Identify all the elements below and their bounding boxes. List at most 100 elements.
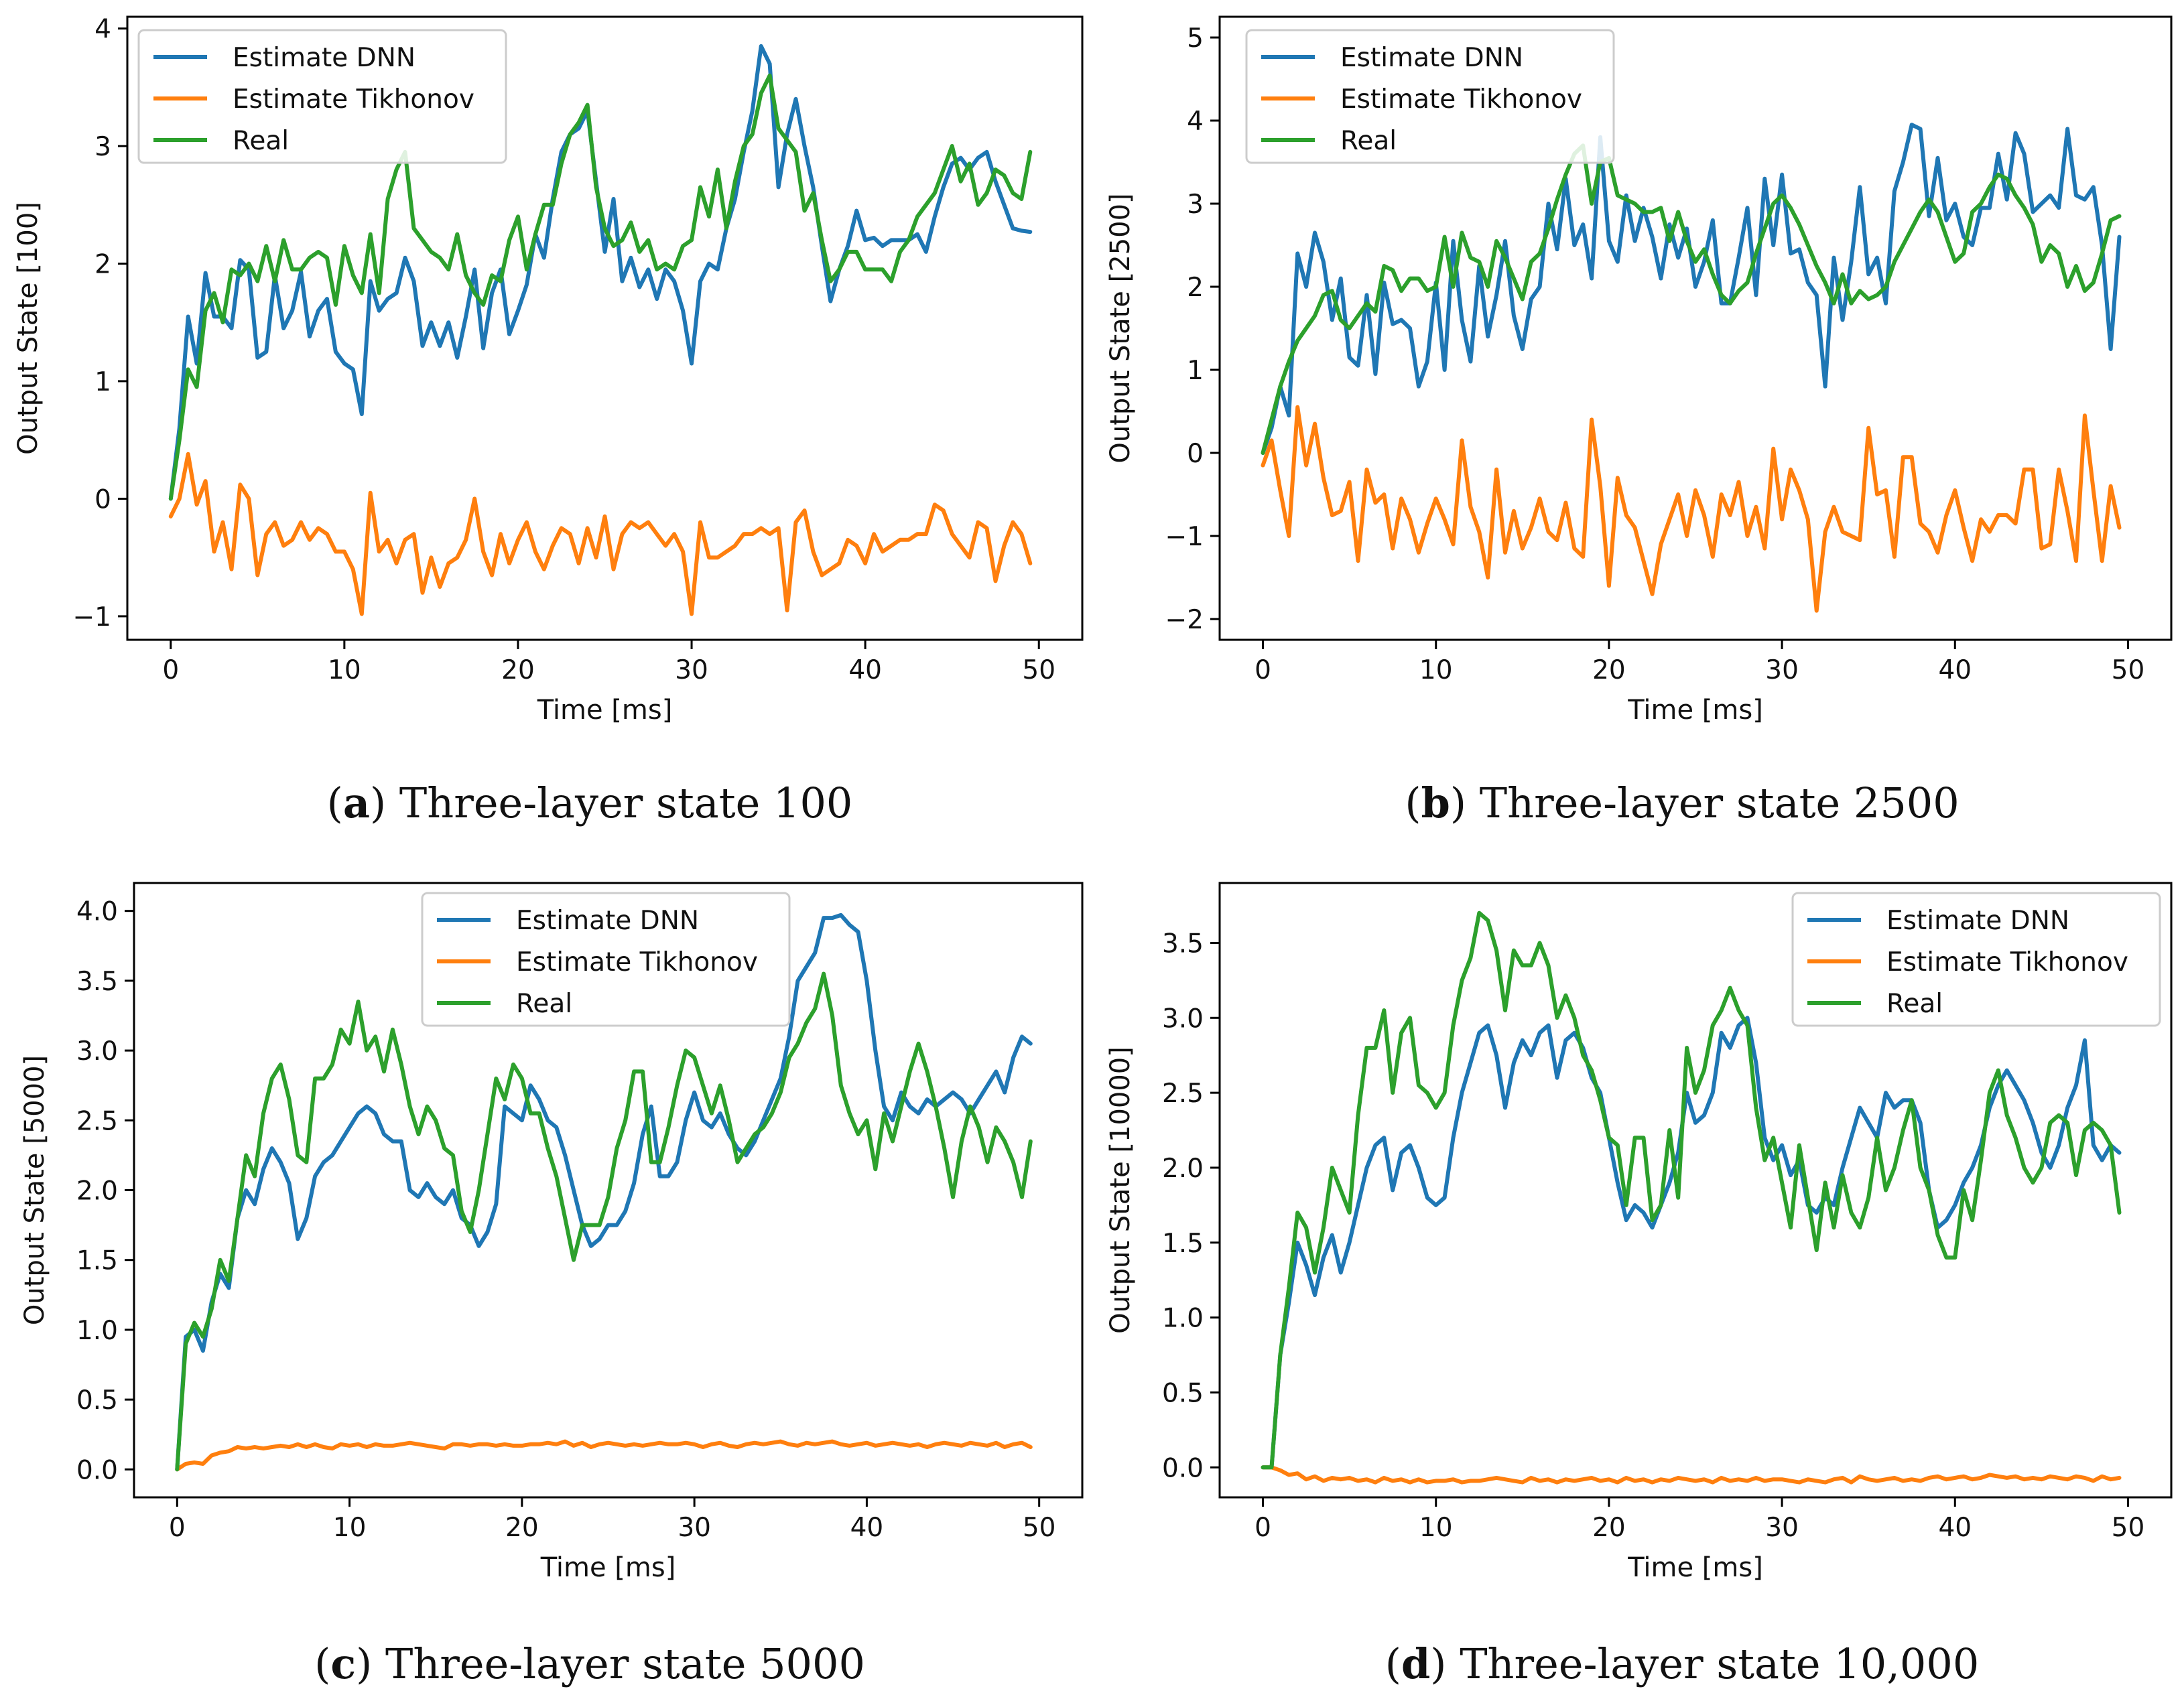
caption-c: (c) Three-layer state 5000 [314, 1639, 865, 1688]
series-line-estimate-dnn [1261, 123, 2122, 455]
y-tick-label: −1 [1165, 522, 1204, 552]
y-tick-label: 3 [94, 132, 111, 162]
y-tick-label: 5 [1187, 23, 1204, 54]
y-tick-label: 1.0 [76, 1316, 118, 1346]
y-tick-label: 0.0 [76, 1455, 118, 1485]
y-tick-label: 1 [94, 367, 111, 397]
y-axis-label: Output State [5000] [19, 1055, 50, 1325]
caption-a: (a) Three-layer state 100 [327, 778, 853, 827]
legend-label: Estimate Tikhonov [233, 84, 474, 115]
y-tick-label: 1.0 [1162, 1304, 1204, 1334]
legend-box [1245, 29, 1615, 164]
legend-label: Estimate Tikhonov [1340, 84, 1582, 115]
series-line-estimate-tikhonov [168, 452, 1033, 616]
x-tick-label: 40 [848, 655, 882, 685]
legend-label: Real [516, 989, 572, 1019]
legend-label: Estimate DNN [516, 906, 699, 936]
y-tick-label: 3.5 [1162, 929, 1204, 959]
panel-b: 0 10 20 30 40 50 −2 −1 0 1 2 3 4 5 Time [ms] Output Sta… [1105, 15, 2173, 726]
y-tick-label: 2 [1187, 273, 1204, 303]
x-tick-label: 40 [850, 1513, 884, 1543]
y-tick-label: 0 [94, 484, 111, 515]
legend-label: Estimate DNN [233, 43, 415, 73]
y-tick-label: 2 [94, 249, 111, 279]
panel-c: 0 10 20 30 40 50 0.0 0.5 1.0 1.5 2.0 2.5 3.0 3.5 4.0 Ti… [19, 882, 1084, 1583]
x-tick-label: 30 [1765, 655, 1799, 685]
legend-box [1791, 892, 2161, 1027]
y-tick-label: −2 [1165, 605, 1204, 635]
y-tick-label: 3 [1187, 190, 1204, 220]
plot-frame [126, 15, 1084, 641]
y-tick-label: 1.5 [76, 1246, 118, 1276]
y-tick-label: 0.0 [1162, 1453, 1204, 1483]
legend-label: Estimate DNN [1340, 43, 1523, 73]
legend-label: Estimate DNN [1886, 906, 2069, 936]
y-tick-label: 0.5 [1162, 1378, 1204, 1408]
x-tick-label: 0 [169, 1513, 186, 1543]
x-tick-label: 0 [1255, 655, 1271, 685]
x-tick-label: 20 [505, 1513, 539, 1543]
x-tick-label: 50 [2112, 655, 2145, 685]
x-tick-label: 10 [328, 655, 361, 685]
legend-label: Estimate Tikhonov [516, 947, 758, 977]
panel-d: 0 10 20 30 40 50 0.0 0.5 1.0 1.5 2.0 2.5 3.0 3.5 Time … [1105, 882, 2173, 1583]
series-line-estimate-tikhonov [1261, 405, 2122, 613]
y-tick-label: 2.5 [76, 1106, 118, 1136]
y-axis-label: Output State [100] [13, 202, 44, 455]
panel-a: 0 10 20 30 40 50 −1 0 1 2 3 4 Time [ms] Output State … [13, 15, 1084, 726]
series-line-estimate-tikhonov [175, 1439, 1033, 1472]
y-axis-label: Output State [10000] [1105, 1046, 1136, 1334]
x-axis-label: Time [ms] [1627, 1552, 1763, 1583]
y-axis-label: Output State [2500] [1105, 193, 1136, 463]
x-tick-label: 20 [1592, 655, 1626, 685]
x-tick-label: 10 [1419, 655, 1453, 685]
legend-box [137, 29, 507, 164]
caption-b: (b) Three-layer state 2500 [1405, 778, 1959, 827]
x-tick-label: 0 [1255, 1513, 1271, 1543]
series-line-real [168, 73, 1033, 501]
series-line-estimate-tikhonov [1261, 1465, 2122, 1485]
y-tick-label: 3.0 [76, 1036, 118, 1067]
y-tick-label: −1 [73, 602, 112, 632]
y-tick-label: 4 [94, 15, 111, 45]
plot-frame [1218, 882, 2173, 1499]
y-tick-label: 3.0 [1162, 1004, 1204, 1034]
x-tick-label: 30 [1765, 1513, 1799, 1543]
series-line-real [1261, 910, 2122, 1470]
y-tick-label: 4.0 [76, 897, 118, 927]
y-tick-label: 3.5 [76, 967, 118, 997]
series-line-estimate-dnn [1261, 1016, 2122, 1470]
x-axis-label: Time [ms] [540, 1552, 676, 1583]
series-line-real [1261, 143, 2122, 455]
x-tick-label: 0 [162, 655, 179, 685]
x-axis-label: Time [ms] [1627, 695, 1763, 726]
x-tick-label: 50 [2112, 1513, 2145, 1543]
x-tick-label: 20 [501, 655, 535, 685]
y-tick-label: 2.0 [1162, 1154, 1204, 1184]
legend-label: Real [1340, 126, 1397, 156]
caption-d: (d) Three-layer state 10,000 [1385, 1639, 1980, 1688]
x-tick-label: 20 [1592, 1513, 1626, 1543]
x-tick-label: 50 [1022, 655, 1055, 685]
legend-label: Real [233, 126, 289, 156]
y-tick-label: 1 [1187, 356, 1204, 386]
x-tick-label: 30 [678, 1513, 711, 1543]
x-tick-label: 10 [333, 1513, 367, 1543]
x-tick-label: 50 [1023, 1513, 1056, 1543]
y-tick-label: 0.5 [76, 1385, 118, 1416]
x-tick-label: 40 [1938, 655, 1972, 685]
y-tick-label: 2.0 [76, 1176, 118, 1207]
y-tick-label: 0 [1187, 439, 1204, 469]
series-line-estimate-dnn [175, 912, 1033, 1472]
plot-frame [1218, 15, 2173, 641]
series-line-real [175, 971, 1033, 1472]
x-axis-label: Time [ms] [537, 695, 673, 726]
y-tick-label: 1.5 [1162, 1229, 1204, 1259]
legend-box [421, 892, 791, 1027]
legend-label: Real [1886, 989, 1943, 1019]
x-tick-label: 30 [675, 655, 708, 685]
x-tick-label: 40 [1938, 1513, 1972, 1543]
y-tick-label: 2.5 [1162, 1079, 1204, 1109]
y-tick-label: 4 [1187, 107, 1204, 137]
